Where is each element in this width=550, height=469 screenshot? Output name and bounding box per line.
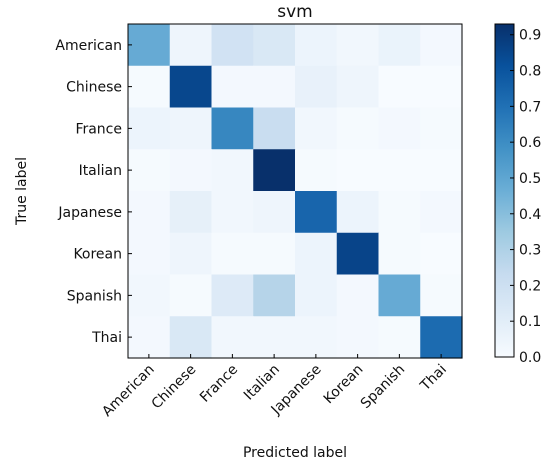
heatmap-cell [378,191,421,234]
y-tick-label: Chinese [66,80,122,96]
y-tick-label: American [55,38,122,54]
colorbar [494,23,515,358]
heatmap-cell [128,316,171,359]
heatmap-cell [128,232,171,276]
heatmap-cell [253,274,296,317]
heatmap-cell [420,232,463,276]
heatmap-cell [169,191,213,234]
colorbar-tick-label: 0.3 [519,243,541,259]
heatmap-cell [378,316,421,359]
heatmap-cell [295,274,338,317]
heatmap-cell [336,191,380,234]
colorbar-tick-label: 0.7 [519,99,541,115]
heatmap-cell [253,149,296,192]
heatmap-cell [420,191,463,234]
colorbar-tick-label: 0.8 [519,64,541,80]
heatmap-cell [420,316,463,359]
heatmap-cell [253,191,296,234]
heatmap-cell [169,316,213,359]
y-tick-label: Japanese [57,205,122,221]
y-tick-label: Spanish [67,288,122,304]
heatmap-cell [169,65,213,109]
y-tick-label: Thai [91,330,122,346]
heatmap-cell [253,107,296,150]
heatmap-cell [336,149,380,192]
heatmap-cells [128,24,463,359]
heatmap-cell [211,191,254,234]
heatmap-cell [336,65,380,109]
y-tick-label: France [75,121,122,137]
heatmap-cell [211,107,254,150]
heatmap-cell [211,232,254,276]
colorbar-tick-label: 0.1 [519,314,541,330]
colorbar-tick-label: 0.5 [519,171,541,187]
heatmap-cell [253,24,296,67]
chart-title: svm [277,2,312,22]
heatmap-cell [128,191,171,234]
heatmap-cell [169,24,213,67]
heatmap-cell [420,149,463,192]
heatmap-cell [211,316,254,359]
heatmap-cell [128,274,171,317]
heatmap-cell [336,107,380,150]
heatmap-cell [211,149,254,192]
heatmap-cell [253,316,296,359]
x-axis-label: Predicted label [243,445,347,461]
heatmap-cell [295,191,338,234]
heatmap-cell [295,232,338,276]
heatmap-cell [378,24,421,67]
heatmap-cell [128,24,171,67]
y-tick-label: Korean [73,247,122,263]
heatmap-cell [169,149,213,192]
heatmap-cell [253,65,296,109]
colorbar-tick-label: 0.4 [519,207,541,223]
y-axis-label: True label [14,157,30,226]
heatmap-cell [128,65,171,109]
heatmap-cell [295,316,338,359]
heatmap-cell [295,149,338,192]
heatmap-cell [169,232,213,276]
colorbar-tick-label: 0.2 [519,278,541,294]
heatmap-cell [211,24,254,67]
heatmap-cell [211,65,254,109]
heatmap-cell [420,274,463,317]
heatmap-cell [378,65,421,109]
heatmap-cell [211,274,254,317]
heatmap-cell [420,24,463,67]
heatmap-cell [169,274,213,317]
heatmap-cell [336,316,380,359]
heatmap-cell [378,274,421,317]
heatmap-cell [378,232,421,276]
heatmap-cell [420,107,463,150]
heatmap-cell [295,107,338,150]
heatmap-cell [336,274,380,317]
colorbar-tick-label: 0.0 [519,350,541,366]
colorbar-tick-label: 0.9 [519,28,541,44]
heatmap-cell [378,149,421,192]
plot-frame [127,23,463,359]
heatmap-cell [378,107,421,150]
heatmap-cell [336,24,380,67]
colorbar-tick-label: 0.6 [519,135,541,151]
heatmap-cell [128,149,171,192]
heatmap-cell [336,232,380,276]
heatmap-cell [420,65,463,109]
heatmap-cell [169,107,213,150]
heatmap-cell [295,65,338,109]
y-tick-labels: American Chinese France Italian Japanese Kore… [55,38,132,346]
colorbar-tick-labels: 0.0 0.1 0.2 0.3 0.4 0.5 0.6 0.7 0.8 0.9 [510,28,541,366]
heatmap-cell [128,107,171,150]
heatmap-cell [295,24,338,67]
heatmap-cell [253,232,296,276]
y-tick-label: Italian [79,163,122,179]
